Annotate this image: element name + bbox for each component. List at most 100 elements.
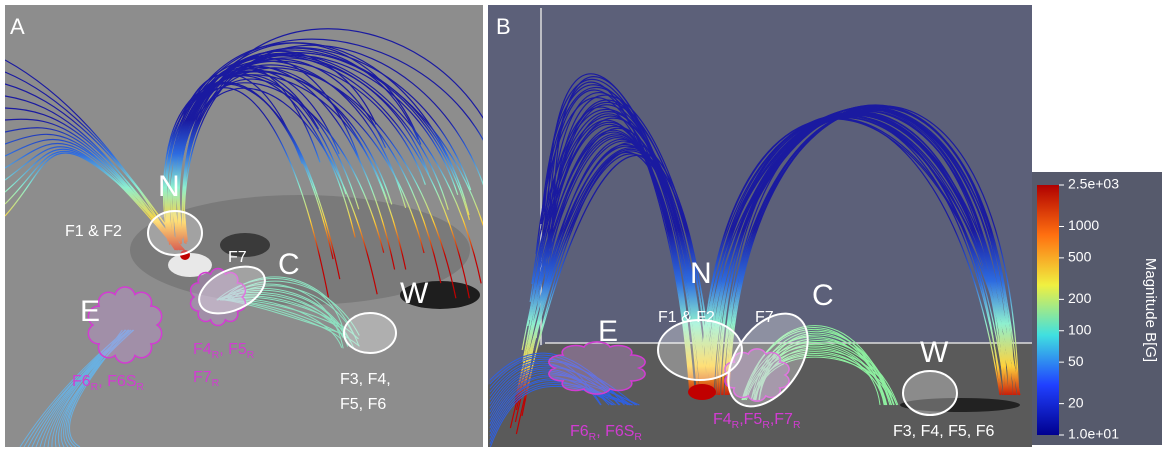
field-line	[69, 329, 129, 447]
field-line	[225, 299, 342, 340]
field-line	[27, 329, 126, 447]
field-line	[521, 150, 703, 417]
field-line	[489, 366, 632, 409]
region-label: F7R	[193, 369, 220, 389]
colorbar-tick-label: 2.5e+03	[1068, 176, 1119, 192]
polarity-cloud	[548, 341, 646, 395]
label-text: C	[812, 279, 834, 312]
region-label: N	[690, 257, 712, 290]
label-text: E	[80, 295, 100, 328]
field-line	[521, 131, 693, 396]
field-line	[523, 144, 700, 396]
label-text: , F6S	[98, 373, 136, 390]
field-line	[164, 71, 425, 254]
field-line	[172, 49, 483, 245]
region-label: F3, F4,	[340, 371, 391, 388]
region-label: F7	[755, 309, 774, 326]
colorbar: Magnitude B[G] 2.5e+03 1000 500 200 100 50 20 1…	[1032, 172, 1162, 445]
field-line	[183, 47, 472, 240]
region-label: F4R,F5R,F7R	[713, 411, 801, 431]
field-line	[5, 146, 178, 251]
field-line	[489, 382, 633, 441]
field-line	[719, 117, 1021, 396]
label-text: , F6S	[596, 423, 634, 440]
field-line	[181, 67, 457, 299]
sunspot	[900, 398, 1020, 412]
field-line	[5, 152, 185, 251]
colorbar-tick-label: 20	[1068, 394, 1084, 410]
region-ellipse	[147, 210, 203, 256]
label-text: N	[158, 170, 180, 203]
field-line	[489, 374, 638, 425]
field-line	[750, 354, 887, 406]
field-line	[514, 151, 694, 423]
sunspot	[220, 233, 270, 257]
label-text: F6	[72, 373, 91, 390]
label-text: ,F7	[770, 411, 793, 428]
label-text: F3, F4, F5, F6	[893, 423, 994, 440]
label-text: W	[920, 336, 949, 369]
label-text: F4	[713, 411, 732, 428]
region-label: C	[812, 279, 834, 312]
field-line	[754, 356, 898, 406]
panel-b	[488, 5, 1032, 447]
field-line	[5, 83, 185, 251]
region-label: F4R, F5R	[193, 341, 255, 361]
field-line	[724, 116, 1019, 396]
region-label: W	[920, 336, 949, 369]
panel-letter: A	[10, 14, 25, 39]
field-line	[699, 118, 1021, 396]
region-label: F3, F4, F5, F6	[893, 423, 994, 440]
field-line	[742, 336, 887, 406]
label-subscript: R	[762, 420, 770, 431]
label-subscript: R	[732, 420, 740, 431]
field-line	[522, 136, 694, 396]
field-line	[489, 362, 601, 406]
label-text: E	[598, 315, 618, 348]
region-ellipse	[198, 265, 266, 315]
label-text: F1 & F2	[65, 223, 122, 240]
field-line	[224, 299, 347, 336]
colorbar-tick-label: 1.0e+01	[1068, 426, 1119, 442]
panel-a	[5, 5, 483, 447]
field-line	[222, 276, 360, 347]
field-line	[515, 148, 706, 411]
region-label: F1 & F2	[658, 309, 715, 326]
label-subscript: R	[91, 382, 99, 393]
label-text: F5, F6	[340, 396, 386, 413]
colorbar-scale	[1037, 185, 1059, 435]
region-ellipse	[657, 319, 743, 381]
field-line	[216, 278, 345, 333]
polarity-cloud	[87, 286, 163, 364]
region-ellipse	[343, 312, 397, 354]
field-line	[489, 384, 633, 445]
field-line	[489, 352, 625, 406]
label-text: F3, F4,	[340, 371, 391, 388]
field-line	[509, 153, 702, 429]
label-text: , F5	[219, 341, 247, 358]
region-label: F6R, F6SR	[570, 423, 642, 443]
field-line	[489, 360, 636, 406]
colorbar-tick-label: 200	[1068, 290, 1092, 306]
field-line	[177, 60, 426, 239]
region-label: W	[400, 277, 429, 310]
field-line	[67, 329, 123, 447]
region-ellipse	[727, 312, 809, 408]
sunspot	[400, 281, 480, 309]
label-text: W	[400, 277, 429, 310]
colorbar-tick-label: 500	[1068, 249, 1092, 265]
field-line	[183, 28, 483, 245]
label-subscript: R	[212, 350, 220, 361]
field-line	[753, 353, 892, 406]
field-line	[489, 378, 640, 433]
colorbar-tick-label: 50	[1068, 353, 1084, 369]
field-line	[744, 345, 887, 406]
field-line	[167, 55, 470, 299]
plage	[168, 253, 212, 277]
label-subscript: R	[634, 432, 642, 443]
field-line	[216, 295, 344, 338]
colorbar-title: Magnitude B[G]	[1142, 258, 1159, 362]
field-line	[219, 299, 346, 332]
region-label: F5, F6	[340, 396, 386, 413]
